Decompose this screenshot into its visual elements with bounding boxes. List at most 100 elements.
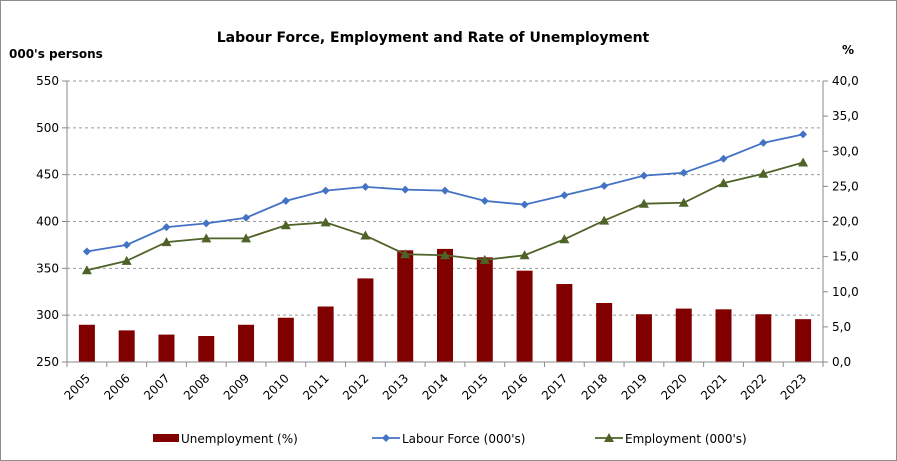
unemployment-bar [357, 278, 374, 362]
left-tick-label: 250 [36, 355, 59, 369]
x-tick-label: 2017 [539, 371, 570, 402]
right-tick-label: 15,0 [832, 250, 859, 264]
labour-force-point [441, 186, 449, 195]
x-tick-label: 2009 [221, 371, 252, 402]
employment-point [758, 168, 769, 178]
unemployment-bar [158, 334, 175, 362]
x-tick-label: 2005 [62, 371, 93, 402]
unemployment-bar [755, 314, 772, 362]
right-axis-label: % [842, 43, 854, 57]
employment-point [201, 233, 212, 243]
x-tick-label: 2014 [420, 371, 451, 402]
legend-swatch-unemployment [153, 434, 179, 442]
employment-point [241, 233, 252, 243]
left-tick-label: 550 [36, 74, 59, 88]
unemployment-bar [596, 302, 613, 362]
bar-series [78, 248, 812, 362]
employment-point [638, 198, 649, 208]
x-tick-label: 2012 [340, 371, 371, 402]
employment-point [718, 178, 729, 188]
x-tick-label: 2019 [619, 371, 650, 402]
labour-force-point [759, 138, 768, 147]
unemployment-bar [317, 306, 334, 362]
employment-point [161, 237, 172, 247]
labour-force-point [560, 191, 569, 200]
employment-point [599, 215, 610, 225]
employment-point [519, 250, 530, 260]
legend-label-employment: Employment (000's) [625, 432, 747, 446]
unemployment-bar [397, 250, 414, 362]
x-tick-label: 2013 [380, 371, 411, 402]
unemployment-bar [675, 308, 692, 362]
left-axis-label: 000's persons [9, 47, 103, 61]
labour-force-point [281, 196, 290, 205]
right-tick-label: 20,0 [832, 215, 859, 229]
line-series [81, 130, 809, 275]
unemployment-bar [635, 314, 652, 362]
employment-point [81, 265, 92, 275]
unemployment-bar [516, 270, 533, 362]
labour-force-point [242, 213, 251, 222]
legend-marker-labour-force [382, 434, 390, 442]
employment-point [479, 254, 490, 264]
labour-force-point [122, 240, 131, 249]
employment-point [798, 157, 809, 167]
unemployment-bar [118, 330, 135, 362]
legend: Unemployment (%) Labour Force (000's) Empl… [153, 432, 747, 446]
legend-label-labour-force: Labour Force (000's) [402, 432, 525, 446]
x-tick-label: 2023 [778, 371, 809, 402]
unemployment-bar [238, 324, 255, 362]
x-tick-label: 2021 [698, 371, 729, 402]
right-tick-label: 40,0 [832, 74, 859, 88]
right-tick-label: 5,0 [832, 320, 851, 334]
employment-point [400, 249, 411, 259]
labour-force-point [202, 219, 211, 228]
right-tick-label: 10,0 [832, 285, 859, 299]
right-tick-label: 25,0 [832, 179, 859, 193]
x-tick-label: 2015 [459, 371, 490, 402]
employment-point [121, 255, 132, 265]
unemployment-bar [715, 309, 732, 362]
unemployment-bar [78, 324, 95, 362]
unemployment-bar [476, 257, 493, 362]
labour-force-point [401, 185, 410, 194]
legend-marker-employment [604, 433, 614, 442]
labour-force-point [361, 182, 370, 191]
right-tick-label: 0,0 [832, 355, 851, 369]
left-tick-label: 500 [36, 121, 59, 135]
labour-force-point [719, 154, 728, 163]
x-tick-label: 2006 [101, 371, 132, 402]
left-tick-label: 400 [36, 215, 59, 229]
labour-force-point [639, 171, 648, 180]
unemployment-bar [277, 317, 294, 362]
unemployment-bar [198, 336, 215, 362]
x-tick-label: 2011 [300, 371, 331, 402]
labour-force-point [600, 181, 609, 190]
employment-point [280, 220, 291, 230]
left-tick-label: 300 [36, 308, 59, 322]
labour-force-point [321, 186, 330, 195]
x-tick-label: 2020 [658, 371, 689, 402]
x-tick-label: 2016 [499, 371, 530, 402]
employment-point [320, 217, 331, 227]
x-tick-label: 2010 [260, 371, 291, 402]
x-tick-label: 2007 [141, 371, 172, 402]
chart-title: Labour Force, Employment and Rate of Une… [217, 30, 650, 46]
right-tick-label: 30,0 [832, 144, 859, 158]
employment-point [678, 197, 689, 207]
left-tick-label: 350 [36, 261, 59, 275]
x-tick-label: 2008 [181, 371, 212, 402]
labour-force-point [520, 200, 529, 209]
unemployment-bar [795, 319, 812, 362]
employment-point [559, 234, 570, 244]
unemployment-bar [437, 248, 453, 362]
employment-point [440, 250, 450, 260]
employment-point [360, 230, 371, 240]
left-tick-label: 450 [36, 168, 59, 182]
labour-force-point [799, 130, 808, 139]
x-tick-label: 2022 [738, 371, 769, 402]
labour-force-point [679, 168, 688, 177]
gridlines [67, 80, 823, 316]
